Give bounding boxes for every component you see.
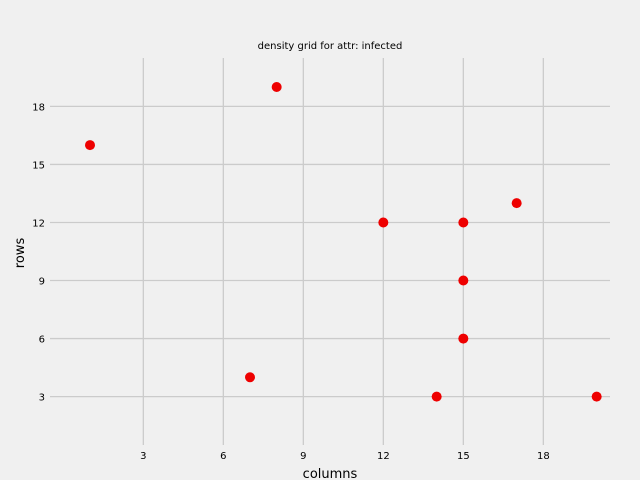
tick-labels: 3 6 9 12 15 18 3 6 9 12 15 18 [32,102,549,462]
y-axis-label: rows [13,238,28,269]
data-point [591,391,602,402]
x-tick-label: 9 [300,451,306,462]
data-point [431,391,442,402]
x-tick-label: 12 [377,451,390,462]
x-tick-label: 18 [537,451,550,462]
y-tick-label: 3 [39,393,45,404]
x-axis-label: columns [303,467,358,480]
y-tick-label: 12 [32,218,45,229]
x-tick-label: 6 [220,451,226,462]
grid-lines [50,58,610,445]
data-point [85,140,95,151]
data-point [458,333,469,344]
y-tick-label: 15 [32,160,45,171]
chart-title: density grid for attr: infected [258,41,403,52]
x-tick-label: 3 [140,451,146,462]
y-tick-label: 6 [39,335,45,346]
y-tick-label: 9 [39,277,45,288]
y-tick-label: 18 [32,102,45,113]
data-point [271,82,282,93]
data-point [458,275,469,286]
data-point [378,217,389,228]
data-points [85,82,602,402]
data-point [458,217,469,228]
data-point [511,198,522,209]
x-tick-label: 15 [457,451,470,462]
data-point [245,372,255,383]
